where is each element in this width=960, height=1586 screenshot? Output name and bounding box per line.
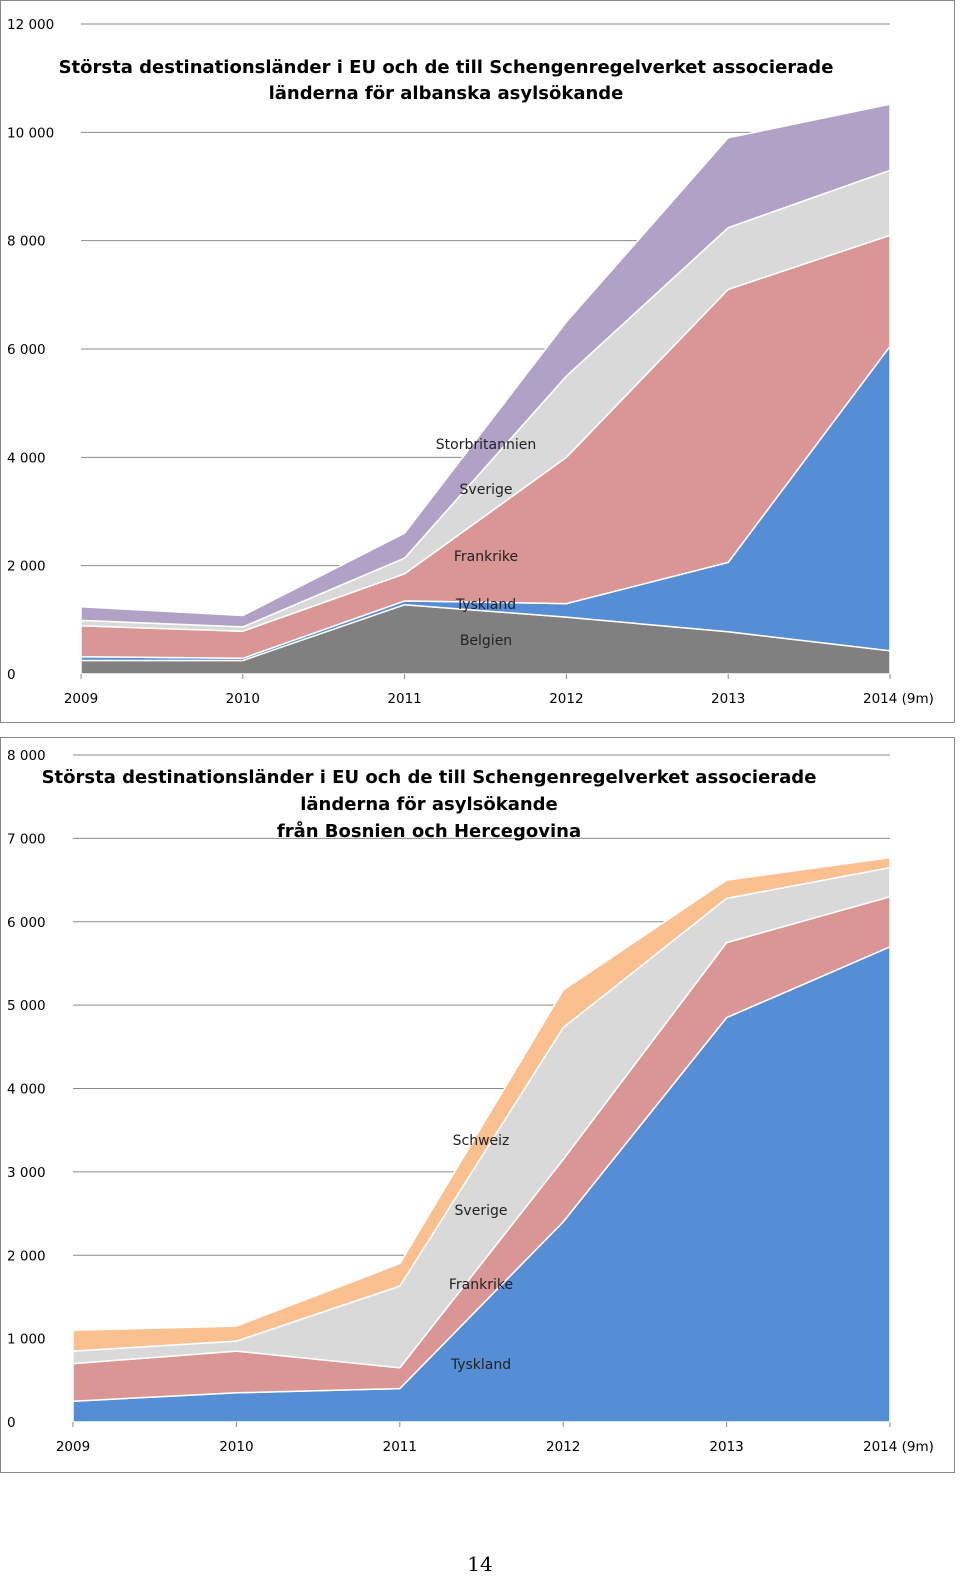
chart1-area-storbritannien — [80, 103, 891, 628]
page-number: 14 — [467, 1552, 493, 1576]
chart1-title-line: Största destinationsländer i EU och de t… — [59, 57, 834, 78]
chart1-y-tick-label: 4 000 — [7, 450, 46, 466]
chart2-title-line: från Bosnien och Hercegovina — [277, 820, 581, 842]
chart1-y-tick-label: 2 000 — [7, 559, 46, 575]
chart2-x-tick-label: 2012 — [546, 1439, 580, 1455]
chart2-label-tyskland: Tyskland — [450, 1357, 511, 1373]
albania-chart-svg: 0 2 000 4 000 6 000 8 000 10 000 12 000 2009 201… — [7, 17, 934, 707]
chart2-label-sverige: Sverige — [455, 1203, 508, 1219]
chart2-y-tick-label: 8 000 — [7, 748, 46, 764]
albania-chart: 0 2 000 4 000 6 000 8 000 10 000 12 000 2009 201… — [0, 0, 955, 723]
chart1-x-tick-label: 2013 — [711, 691, 745, 707]
chart2-x-tick-label: 2009 — [56, 1439, 90, 1455]
chart1-y-tick-label: 10 000 — [7, 125, 54, 141]
chart1-y-tick-label: 8 000 — [7, 234, 46, 250]
chart2-x-tick-label: 2011 — [383, 1439, 417, 1455]
chart1-y-tick-label: 12 000 — [7, 17, 54, 33]
chart2-y-tick-label: 3 000 — [7, 1165, 46, 1181]
bosnia-chart-svg: 0 1 000 2 000 3 000 4 000 5 000 6 000 7 000 8 00… — [7, 748, 934, 1455]
chart1-label-tyskland: Tyskland — [455, 597, 516, 613]
chart1-x-tick-label: 2009 — [64, 691, 98, 707]
chart2-x-tick-label: 2014 (9m) — [863, 1439, 934, 1455]
chart2-y-tick-label: 2 000 — [7, 1248, 46, 1264]
chart2-y-tick-label: 1 000 — [7, 1332, 46, 1348]
chart1-label-storbritannien: Storbritannien — [436, 437, 536, 453]
chart1-x-tick-label: 2011 — [387, 691, 421, 707]
chart1-title-line: länderna för albanska asylsökande — [269, 83, 624, 104]
chart2-label-frankrike: Frankrike — [449, 1277, 513, 1293]
chart2-y-tick-label: 5 000 — [7, 998, 46, 1014]
chart1-label-belgien: Belgien — [460, 633, 512, 649]
chart2-y-tick-label: 7 000 — [7, 831, 46, 847]
chart2-y-tick-label: 4 000 — [7, 1082, 46, 1098]
chart1-y-tick-label: 6 000 — [7, 342, 46, 358]
chart1-y-tick-label: 0 — [7, 667, 16, 683]
chart2-label-schweiz: Schweiz — [453, 1133, 510, 1149]
chart1-label-frankrike: Frankrike — [454, 549, 518, 565]
chart2-area-schweiz — [72, 856, 891, 1352]
chart1-x-tick-label: 2014 (9m) — [863, 691, 934, 707]
chart2-title-line: Största destinationsländer i EU och de t… — [42, 767, 817, 788]
bosnia-chart: 0 1 000 2 000 3 000 4 000 5 000 6 000 7 000 8 00… — [0, 737, 955, 1473]
chart2-title-line: länderna för asylsökande — [300, 794, 558, 815]
chart1-label-sverige: Sverige — [460, 482, 513, 498]
chart1-x-tick-label: 2012 — [549, 691, 583, 707]
chart2-x-tick-label: 2010 — [219, 1439, 253, 1455]
chart2-x-tick-label: 2013 — [709, 1439, 743, 1455]
chart1-x-tick-label: 2010 — [226, 691, 260, 707]
chart2-y-tick-label: 6 000 — [7, 915, 46, 931]
chart2-y-tick-label: 0 — [7, 1415, 16, 1431]
